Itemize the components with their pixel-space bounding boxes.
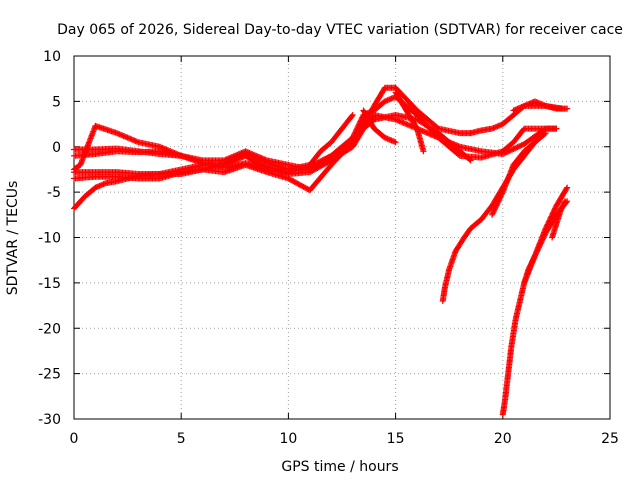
data-point [348,113,355,120]
data-point [510,146,517,153]
data-point [548,212,555,219]
y-tick-label: -25 [38,367,61,383]
data-point [513,144,520,151]
data-point [511,145,518,152]
y-tick-label: -5 [47,185,61,201]
data-point [494,199,501,206]
data-point [357,117,364,124]
y-tick-label: 0 [52,140,61,156]
data-point [564,184,571,191]
data-point [548,213,555,220]
data-point [506,147,513,154]
data-point [530,140,537,147]
data-point [496,195,503,202]
series-track-10 [510,102,566,114]
data-point [546,217,553,224]
data-point [491,206,498,213]
data-point [545,218,552,225]
data-point [563,185,570,192]
data-point [550,208,557,215]
data-point [547,214,554,221]
x-tick-label: 25 [601,431,619,447]
data-point [420,148,427,155]
y-axis: -30 -25 -20 -15 -10 -5 0 5 10 [38,49,610,428]
series-track-5 [71,111,356,212]
data-point [494,201,501,208]
data-point [541,131,548,138]
y-tick-label: -15 [38,276,61,292]
x-tick-label: 0 [70,431,79,447]
grid [74,56,610,419]
data-point [531,139,538,146]
series-track-12 [489,139,538,218]
data-point [517,142,524,149]
data-point [561,199,568,206]
x-tick-label: 10 [279,431,297,447]
y-axis-label: SDTVAR / TECUs [5,181,21,296]
series-track-3 [71,111,474,177]
y-tick-label: -30 [38,412,61,428]
data-point [358,115,365,122]
data-point [542,225,549,232]
series-track-13 [499,198,571,418]
data-point [547,216,554,223]
series-track-7 [360,107,399,146]
data-point [518,142,525,149]
data-point [492,203,499,210]
y-tick-label: 5 [52,94,61,110]
data-point [349,111,356,118]
data-point [490,207,497,214]
data-point [499,190,506,197]
data-point [413,124,420,131]
data-point [552,205,559,212]
x-axis-label: GPS time / hours [281,459,398,475]
data-point [467,157,474,164]
data-point [545,220,552,227]
x-axis: 0 5 10 15 20 25 [70,56,619,447]
data-point [496,197,503,204]
data-point [492,205,499,212]
series-track-6 [71,122,185,173]
data-point [561,198,568,205]
data-point [551,206,558,213]
data-point [489,210,496,217]
series-track-14 [521,184,571,286]
x-tick-label: 20 [494,431,512,447]
data-point [542,130,549,137]
x-tick-label: 5 [177,431,186,447]
series-track-15 [549,198,568,241]
data-point [515,143,522,150]
data-point [553,125,560,132]
y-tick-label: -10 [38,231,61,247]
y-tick-label: 10 [43,49,61,65]
x-tick-label: 15 [387,431,405,447]
data-marks [71,84,571,418]
data-point [495,198,502,205]
y-tick-label: -20 [38,321,61,337]
data-point [493,202,500,209]
data-point [490,209,497,216]
series-track-8 [392,89,427,155]
data-point [178,152,185,159]
data-point [507,147,514,154]
data-point [466,156,473,163]
chart-title: Day 065 of 2026, Sidereal Day-to-day VTE… [57,22,623,38]
data-point [549,210,556,217]
data-point [497,193,504,200]
data-point [497,194,504,201]
data-point [359,114,366,121]
data-point [543,222,550,229]
data-point [559,105,566,112]
data-point [498,191,505,198]
data-point [514,144,521,151]
data-point [509,146,516,153]
data-point [543,224,550,231]
data-point [392,139,399,146]
data-point [489,211,496,218]
data-point [550,209,557,216]
data-point [544,221,551,228]
